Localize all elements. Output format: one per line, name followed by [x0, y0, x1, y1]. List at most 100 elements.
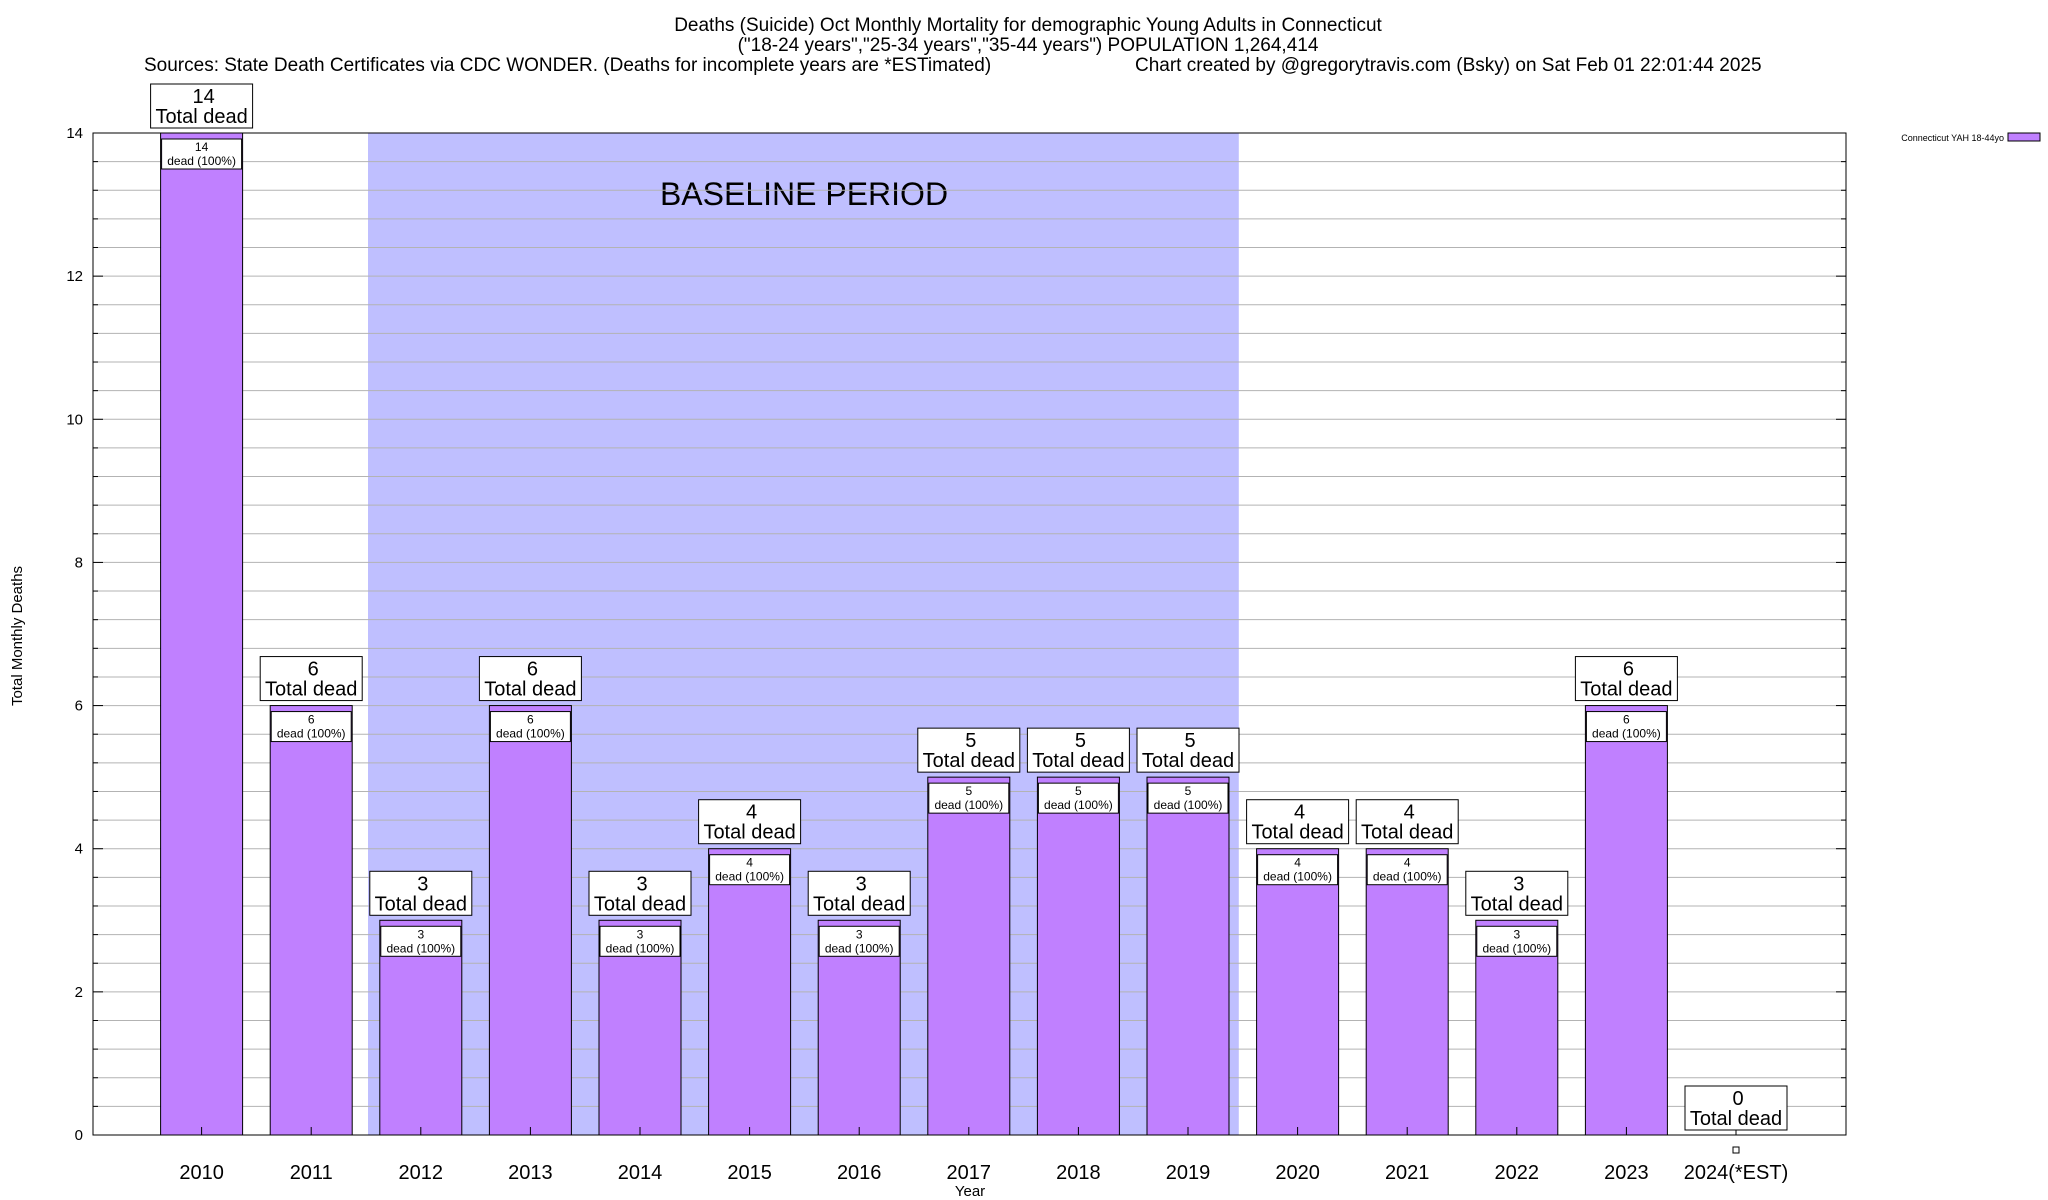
y-tick-label: 6: [75, 698, 83, 715]
total-label: Total dead: [1471, 893, 1563, 915]
total-value: 4: [1294, 802, 1305, 824]
chart-subtitle: ("18-24 years","25-34 years","35-44 year…: [738, 35, 1319, 56]
bar-inner-label: dead (100%): [1263, 870, 1332, 884]
bar-inner-label: dead (100%): [386, 941, 455, 955]
bar-inner-label: dead (100%): [1154, 798, 1223, 812]
bar-inner-box: [1147, 782, 1229, 814]
bar-inner-value: 4: [746, 856, 753, 870]
chart-sources: Sources: State Death Certificates via CD…: [144, 55, 991, 76]
bar-inner-value: 5: [1075, 784, 1082, 798]
total-value: 5: [1075, 730, 1086, 752]
total-box: [917, 727, 1021, 773]
total-box: [1026, 727, 1130, 773]
total-value: 5: [1184, 730, 1195, 752]
total-value: 4: [746, 802, 757, 824]
total-label: Total dead: [484, 679, 576, 701]
total-box: [478, 656, 582, 702]
total-box: [259, 656, 363, 702]
bar-inner-box: [270, 711, 352, 743]
bar-2020: [1256, 848, 1340, 1136]
bar-inner-label: dead (100%): [825, 941, 894, 955]
bar-inner-box: [928, 782, 1010, 814]
chart-titles: Deaths (Suicide) Oct Monthly Mortality f…: [144, 15, 1762, 76]
bar-inner-value: 3: [417, 927, 424, 941]
total-label: Total dead: [923, 750, 1015, 772]
bar-inner-label: dead (100%): [1373, 870, 1442, 884]
bar-2018: [1036, 776, 1120, 1136]
x-axis-label: Year: [955, 1183, 985, 1200]
x-tick-label: 2011: [290, 1162, 333, 1184]
bar-inner-value: 6: [527, 713, 534, 727]
x-tick-label: 2023: [1604, 1162, 1649, 1184]
total-value: 6: [308, 659, 319, 681]
bar-inner-box: [709, 854, 791, 886]
bar-2023: [1584, 705, 1668, 1136]
total-label: Total dead: [813, 893, 905, 915]
bar-inner-label: dead (100%): [715, 870, 784, 884]
bar-inner-label: dead (100%): [496, 727, 565, 741]
total-box: [1684, 1085, 1788, 1131]
total-value: 6: [1623, 659, 1634, 681]
bar-inner-box: [161, 138, 243, 170]
bar-inner-label: dead (100%): [167, 154, 236, 168]
bar-inner-label: dead (100%): [277, 727, 346, 741]
x-tick-label: 2015: [727, 1162, 772, 1184]
bar-2011: [269, 705, 353, 1136]
y-axis-label: Total Monthly Deaths: [9, 566, 26, 706]
bar-2021: [1365, 848, 1449, 1136]
axis-layer: 0 2 4 6 8 10 12 14 2010 2011 2012 2013 2014 2015 2016 2…: [66, 125, 1847, 1184]
total-label: Total dead: [1690, 1108, 1782, 1130]
total-label: Total dead: [155, 106, 247, 128]
bar-inner-value: 6: [308, 713, 315, 727]
bar-2013: [488, 705, 572, 1136]
bar-2010: [160, 132, 244, 1136]
bar-inner-value: 3: [637, 927, 644, 941]
y-tick-label: 2: [75, 984, 83, 1001]
x-tick-label: 2021: [1385, 1162, 1430, 1184]
bar-2015: [708, 848, 792, 1136]
total-box: [1136, 727, 1240, 773]
x-tick-label: 2018: [1056, 1162, 1101, 1184]
total-value: 6: [527, 659, 538, 681]
total-box: [1246, 799, 1350, 845]
total-value: 3: [856, 873, 867, 895]
legend: Connecticut YAH 18-44yo: [1901, 132, 2041, 143]
x-tick-label: 2020: [1275, 1162, 1320, 1184]
y-tick-label: 8: [75, 554, 83, 571]
total-label: Total dead: [1361, 822, 1453, 844]
x-tick-label: 2019: [1166, 1162, 1211, 1184]
y-tick-label: 10: [66, 411, 83, 428]
bar-inner-value: 6: [1623, 713, 1630, 727]
bar-inner-label: dead (100%): [1592, 727, 1661, 741]
bar-2017: [927, 776, 1011, 1136]
total-value: 3: [636, 873, 647, 895]
bar-2019: [1146, 776, 1230, 1136]
bar-inner-box: [1257, 854, 1339, 886]
total-box: [150, 83, 254, 129]
total-label: Total dead: [1032, 750, 1124, 772]
total-box: [369, 870, 473, 916]
x-tick-label: 2013: [508, 1162, 553, 1184]
y-tick-label: 4: [75, 841, 83, 858]
x-tick-label: 2010: [179, 1162, 224, 1184]
bar-inner-value: 5: [965, 784, 972, 798]
total-label: Total dead: [1142, 750, 1234, 772]
total-label: Total dead: [594, 893, 686, 915]
total-label: Total dead: [703, 822, 795, 844]
x-tick-label: 2024(*EST): [1684, 1162, 1789, 1184]
y-tick-label: 14: [66, 125, 83, 142]
bar-inner-box: [1476, 925, 1558, 957]
bar-inner-box: [818, 925, 900, 957]
bar-inner-box: [1366, 854, 1448, 886]
total-value: 5: [965, 730, 976, 752]
bar-inner-label: dead (100%): [934, 798, 1003, 812]
x-tick-label: 2022: [1495, 1162, 1540, 1184]
legend-swatch: [2007, 132, 2041, 142]
bar-inner-label: dead (100%): [1482, 941, 1551, 955]
bar-inner-box: [489, 711, 571, 743]
bar-inner-label: dead (100%): [606, 941, 675, 955]
bar-inner-box: [380, 925, 462, 957]
chart-credit: Chart created by @gregorytravis.com (Bsk…: [1135, 55, 1762, 76]
bar-inner-value: 3: [856, 927, 863, 941]
